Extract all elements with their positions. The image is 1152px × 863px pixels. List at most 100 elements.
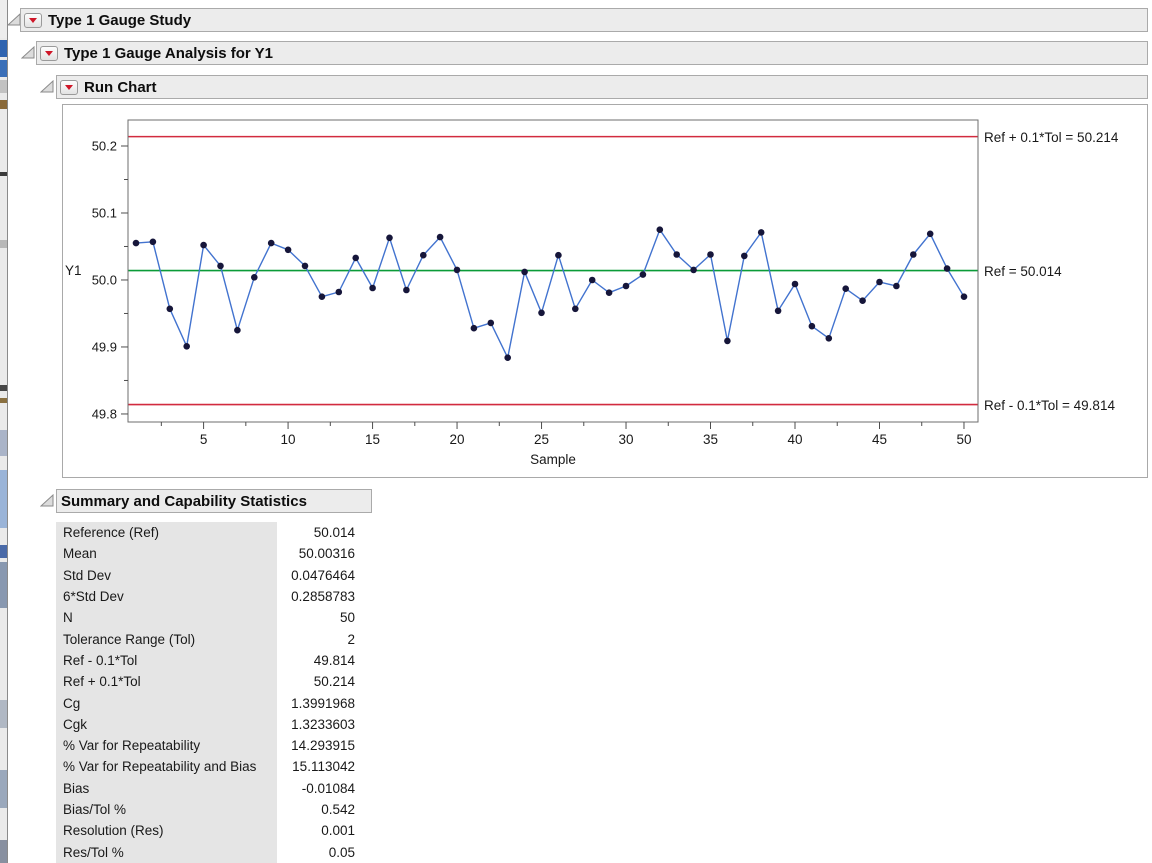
stat-label: Bias	[56, 777, 277, 799]
data-point[interactable]	[842, 285, 849, 292]
table-row: N 50	[56, 607, 361, 629]
window-edge-fragment	[0, 172, 7, 176]
stat-label: Std Dev	[56, 564, 277, 586]
outline-bar-run-chart: Run Chart	[56, 75, 1148, 99]
data-point[interactable]	[335, 288, 343, 296]
stat-value: 0.001	[321, 823, 355, 839]
data-point[interactable]	[521, 268, 528, 276]
x-tick-label: 30	[619, 432, 634, 447]
data-point[interactable]	[876, 278, 883, 286]
data-point[interactable]	[893, 282, 900, 290]
red-menu-triangle-icon[interactable]	[24, 12, 42, 28]
data-point[interactable]	[960, 293, 968, 300]
stat-value: 50.014	[313, 525, 355, 541]
stat-value: 50	[339, 610, 355, 626]
data-point[interactable]	[403, 286, 410, 294]
y-tick-label: 50.2	[92, 138, 117, 153]
data-point[interactable]	[555, 251, 562, 259]
window-edge-fragment	[0, 430, 7, 456]
stat-label: Mean	[56, 543, 277, 565]
data-point[interactable]	[369, 284, 376, 292]
x-axis-title: Sample	[530, 452, 576, 467]
data-point[interactable]	[538, 309, 545, 317]
data-point[interactable]	[318, 293, 326, 300]
data-point[interactable]	[741, 252, 748, 260]
window-edge-fragment	[0, 700, 7, 728]
data-point[interactable]	[436, 233, 444, 241]
y-tick-label: 50.1	[92, 205, 117, 220]
table-row: Reference (Ref) 50.014	[56, 522, 361, 544]
data-point[interactable]	[774, 307, 782, 315]
table-row: % Var for Repeatability and Bias 15.11304…	[56, 756, 361, 778]
data-point[interactable]	[352, 254, 360, 262]
outline-bar-gauge-analysis-y1: Type 1 Gauge Analysis for Y1	[36, 41, 1148, 65]
disclosure-triangle-open-icon[interactable]	[6, 12, 21, 26]
data-point[interactable]	[690, 266, 697, 274]
x-tick-label: 10	[281, 432, 296, 447]
data-point[interactable]	[791, 280, 799, 288]
window-edge-fragment	[0, 545, 7, 558]
table-row: Mean 50.00316	[56, 543, 361, 565]
data-point[interactable]	[943, 265, 951, 272]
data-point[interactable]	[707, 251, 714, 258]
window-edge-fragment	[0, 385, 7, 391]
x-tick-label: 25	[534, 432, 549, 447]
window-edge-fragment	[0, 840, 7, 863]
table-row: Bias/Tol % 0.542	[56, 798, 361, 821]
data-point[interactable]	[301, 262, 309, 270]
stat-label: Reference (Ref)	[56, 522, 277, 544]
data-point[interactable]	[386, 234, 393, 242]
table-row: Resolution (Res) 0.001	[56, 820, 361, 842]
data-point[interactable]	[284, 246, 292, 254]
data-point[interactable]	[808, 322, 816, 330]
data-point[interactable]	[453, 266, 461, 274]
disclosure-triangle-open-icon[interactable]	[39, 79, 54, 93]
stat-label: 6*Std Dev	[56, 585, 277, 608]
data-point[interactable]	[487, 319, 495, 327]
disclosure-triangle-open-icon[interactable]	[20, 45, 35, 59]
data-point[interactable]	[572, 305, 579, 313]
data-point[interactable]	[234, 326, 241, 334]
red-menu-triangle-icon[interactable]	[60, 79, 78, 95]
data-point[interactable]	[639, 271, 647, 278]
data-point[interactable]	[859, 297, 866, 304]
data-point[interactable]	[183, 343, 190, 350]
data-point[interactable]	[267, 239, 275, 247]
stat-value: 0.0476464	[291, 567, 355, 583]
data-point[interactable]	[724, 337, 731, 345]
data-point[interactable]	[132, 239, 140, 247]
data-point[interactable]	[420, 251, 427, 259]
data-point[interactable]	[622, 282, 630, 290]
data-point[interactable]	[470, 324, 478, 332]
data-point[interactable]	[166, 305, 174, 313]
data-point[interactable]	[825, 335, 833, 342]
table-row: Bias -0.01084	[56, 777, 361, 799]
data-point[interactable]	[926, 230, 934, 238]
run-chart-svg[interactable]: 49.8 49.9 50.0 50.1 50.2 5 10 15 20 25 30 35 40 45 50 S…	[63, 105, 1147, 477]
disclosure-triangle-open-icon[interactable]	[39, 493, 54, 507]
x-tick-label: 40	[787, 432, 802, 447]
table-row: Res/Tol % 0.05	[56, 841, 361, 863]
x-tick-label: 45	[872, 432, 887, 447]
data-point[interactable]	[504, 354, 512, 361]
data-point[interactable]	[757, 229, 765, 236]
x-tick-label: 50	[956, 432, 971, 447]
table-row: % Var for Repeatability 14.293915	[56, 734, 361, 757]
data-point[interactable]	[200, 241, 207, 249]
window-edge-fragment	[0, 80, 7, 93]
red-menu-triangle-icon[interactable]	[40, 45, 58, 61]
data-point[interactable]	[251, 274, 258, 281]
data-point[interactable]	[656, 226, 664, 233]
data-point[interactable]	[673, 251, 680, 258]
data-point[interactable]	[588, 276, 596, 284]
stat-value: 0.05	[328, 844, 355, 860]
data-point[interactable]	[217, 262, 224, 270]
stat-label: Ref + 0.1*Tol	[56, 671, 277, 693]
stat-label: Bias/Tol %	[56, 798, 277, 821]
data-point[interactable]	[149, 238, 157, 246]
x-tick-label: 15	[365, 432, 380, 447]
data-point[interactable]	[910, 251, 917, 258]
data-point[interactable]	[605, 289, 613, 296]
stat-value: 1.3233603	[291, 716, 355, 732]
stat-label: Resolution (Res)	[56, 820, 277, 842]
